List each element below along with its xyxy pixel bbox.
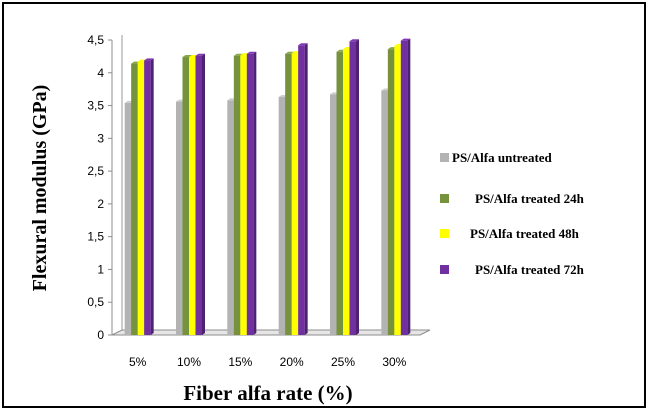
bar-top bbox=[349, 39, 359, 42]
x-tick-label: 5% bbox=[129, 355, 147, 369]
y-tick-label: 3 bbox=[97, 131, 104, 145]
legend-swatch bbox=[440, 194, 449, 203]
y-tick-label: 1 bbox=[97, 262, 104, 276]
bar-front bbox=[381, 90, 388, 335]
legend-swatch bbox=[440, 229, 449, 238]
bar bbox=[195, 53, 205, 335]
x-tick-label: 20% bbox=[280, 355, 304, 369]
bar bbox=[349, 39, 359, 336]
bar-front bbox=[195, 55, 202, 335]
x-tick-label: 10% bbox=[177, 355, 201, 369]
bar bbox=[298, 43, 308, 335]
chart-frame bbox=[2, 2, 646, 408]
y-tick-label: 1,5 bbox=[87, 230, 104, 244]
bar-front bbox=[240, 55, 247, 335]
x-tick-label: 25% bbox=[331, 355, 355, 369]
legend-item: PS/Alfa treated 72h bbox=[440, 262, 585, 277]
bar-front bbox=[330, 94, 337, 336]
y-tick-label: 2 bbox=[97, 197, 104, 211]
bar-top bbox=[298, 43, 308, 46]
bar-front bbox=[137, 61, 145, 336]
bar-front bbox=[400, 40, 408, 336]
bar bbox=[246, 51, 257, 336]
bar-front bbox=[246, 53, 254, 336]
y-tick-label: 2,5 bbox=[87, 164, 104, 178]
legend-item: PS/Alfa treated 24h bbox=[440, 191, 585, 206]
legend-item: PS/Alfa untreated bbox=[440, 150, 553, 165]
bar-front bbox=[285, 53, 292, 336]
bar-side bbox=[407, 38, 411, 336]
legend-swatch bbox=[440, 153, 449, 162]
x-axis-title: Fiber alfa rate (%) bbox=[183, 381, 352, 405]
legend-label: PS/Alfa treated 24h bbox=[475, 191, 585, 206]
bar-side bbox=[150, 58, 154, 335]
legend-label: PS/Alfa untreated bbox=[452, 150, 553, 165]
bar bbox=[144, 58, 154, 335]
bar-front bbox=[124, 102, 132, 335]
bar-front bbox=[144, 60, 151, 335]
bar-front bbox=[387, 49, 395, 336]
bar-front bbox=[233, 55, 241, 335]
bar-side bbox=[253, 51, 257, 336]
legend-label: PS/Alfa treated 72h bbox=[475, 262, 585, 277]
bar-side bbox=[202, 53, 205, 335]
bar-front bbox=[298, 45, 305, 335]
bar-front bbox=[394, 45, 401, 336]
legend-item: PS/Alfa treated 48h bbox=[440, 226, 580, 241]
bar-front bbox=[291, 53, 299, 335]
bar-top bbox=[195, 53, 205, 56]
legend: PS/Alfa untreated PS/Alfa treated 24h PS/A… bbox=[440, 150, 585, 277]
bar-side bbox=[356, 39, 359, 336]
bar-front bbox=[227, 100, 234, 335]
y-tick-label: 0 bbox=[97, 328, 104, 342]
y-axis-title: Flexural modulus (GPa) bbox=[29, 85, 51, 292]
y-tick-label: 0,5 bbox=[87, 295, 104, 309]
y-tick-label: 4,5 bbox=[87, 33, 104, 47]
legend-label: PS/Alfa treated 48h bbox=[470, 226, 580, 241]
bar-front bbox=[336, 51, 343, 336]
bar-side bbox=[304, 43, 308, 335]
bar-front bbox=[343, 49, 350, 336]
bar-top bbox=[400, 38, 411, 41]
bar-front bbox=[349, 41, 356, 336]
bar-front bbox=[176, 101, 183, 335]
x-tick-label: 15% bbox=[228, 355, 252, 369]
bar-front bbox=[278, 97, 286, 336]
bar bbox=[400, 38, 411, 336]
bar-top bbox=[182, 55, 192, 58]
plot-area: 0 0,5 1 1,5 2 2,5 3 3,5 4 4,5 5% 10% 15% 20% 25% 30% bbox=[87, 33, 431, 369]
y-tick-label: 3,5 bbox=[87, 99, 104, 113]
bar-front bbox=[182, 57, 189, 336]
bar-front bbox=[189, 57, 196, 336]
bar-top bbox=[144, 58, 154, 61]
bar-front bbox=[131, 63, 138, 335]
y-tick-label: 4 bbox=[97, 66, 104, 80]
x-tick-label: 30% bbox=[382, 355, 406, 369]
legend-swatch bbox=[440, 265, 449, 274]
bar-top bbox=[246, 51, 257, 54]
